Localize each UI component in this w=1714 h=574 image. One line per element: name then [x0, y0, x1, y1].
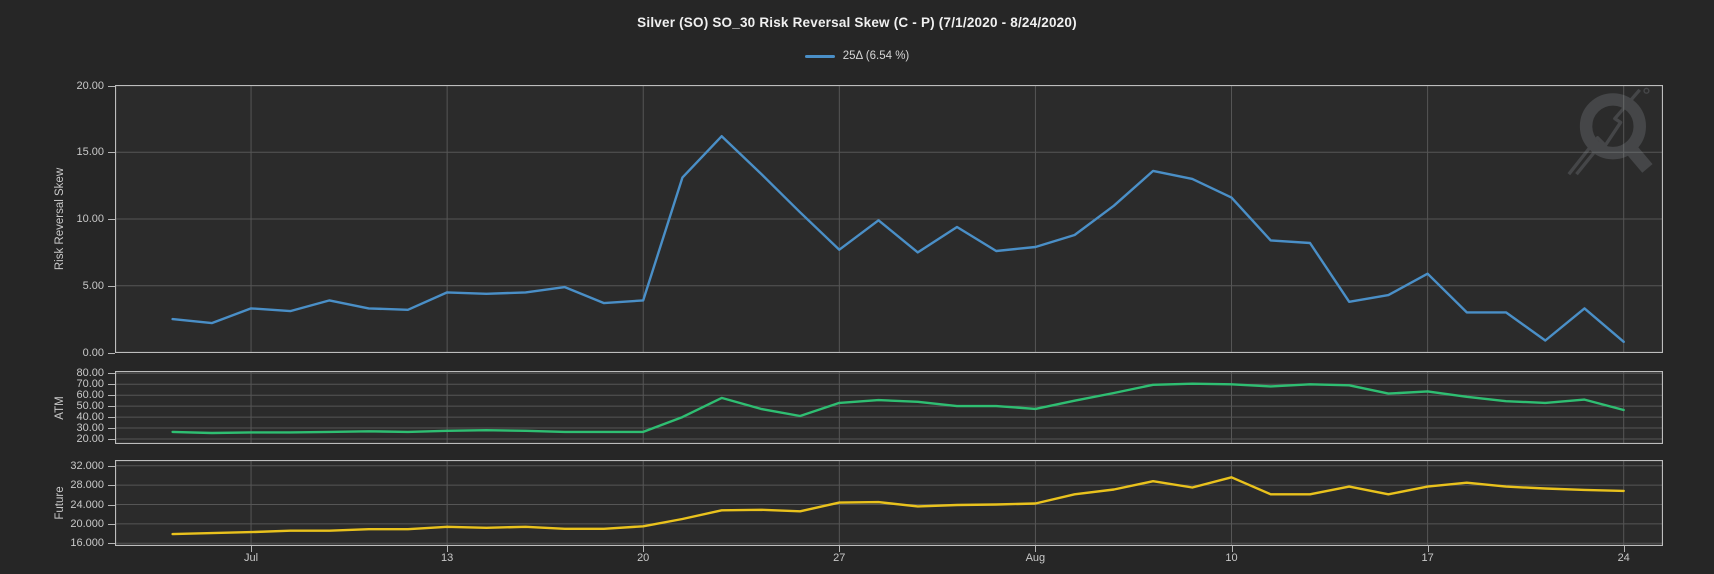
y-tick-mark [108, 543, 115, 545]
series-line-future [171, 476, 1625, 536]
y-tick-label: 20.00 [76, 433, 104, 445]
chart-title: Silver (SO) SO_30 Risk Reversal Skew (C … [637, 15, 1077, 30]
panel-border [115, 85, 1663, 353]
y-tick-mark [108, 152, 115, 154]
series-line-risk-reversal-skew [171, 135, 1625, 343]
x-tick-mark [1231, 546, 1233, 552]
y-tick-label: 28.000 [70, 479, 104, 492]
y-tick-mark [108, 219, 115, 220]
x-tick-label: 24 [1617, 552, 1630, 564]
legend-item-25-delta[interactable]: 25Δ (6.54 %) [804, 50, 910, 62]
x-tick-label: 20 [637, 552, 650, 564]
y-tick-label: 60.00 [76, 389, 104, 402]
x-tick-mark [447, 546, 449, 552]
quikstrike-logo [1563, 86, 1659, 178]
y-tick-label: 10.00 [76, 213, 104, 225]
x-tick-mark [1035, 546, 1037, 552]
y-tick-label: 32.000 [70, 459, 104, 472]
legend: 25Δ (6.54 %) [0, 50, 1714, 62]
legend-label: 25Δ (6.54 %) [842, 50, 910, 62]
y-tick-mark [108, 384, 115, 386]
y-tick-mark [108, 523, 115, 525]
y-tick-mark [108, 465, 115, 467]
x-tick-label: Jul [243, 552, 259, 564]
y-tick-mark [108, 417, 115, 419]
x-tick-label: Aug [1025, 552, 1046, 564]
x-tick-mark [643, 546, 645, 552]
y-tick-label: 20.00 [76, 79, 104, 92]
panel-risk-reversal-skew [115, 85, 1663, 353]
x-tick-mark [1427, 546, 1429, 552]
x-tick-label: 17 [1421, 552, 1434, 564]
y-axis-label-atm: ATM [54, 395, 66, 420]
x-tick-mark [1623, 546, 1625, 552]
y-tick-mark [108, 406, 115, 408]
plot-area [115, 371, 1663, 444]
y-tick-label: 30.00 [76, 422, 104, 435]
series-line-atm [171, 382, 1625, 435]
y-tick-label: 70.00 [76, 378, 104, 391]
x-tick-label: 13 [440, 552, 454, 564]
y-axis-label-risk-reversal-skew: Risk Reversal Skew [54, 167, 66, 271]
y-tick-label: 15.00 [76, 146, 104, 159]
y-tick-label: 16.000 [70, 537, 104, 550]
y-axis-label-future: Future [54, 486, 66, 520]
y-tick-mark [108, 373, 115, 375]
y-tick-label: 20.000 [70, 517, 104, 530]
x-tick-mark [251, 546, 252, 552]
y-tick-mark [108, 85, 115, 87]
panel-future [115, 460, 1663, 546]
y-tick-mark [108, 352, 115, 354]
x-tick-label: 10 [1225, 552, 1238, 564]
x-tick-label: 27 [833, 552, 846, 564]
y-tick-label: 40.00 [76, 411, 104, 424]
y-tick-mark [108, 485, 115, 487]
y-tick-label: 5.00 [82, 279, 104, 292]
y-tick-mark [108, 285, 115, 287]
y-tick-mark [108, 504, 115, 506]
y-tick-mark [108, 395, 115, 397]
panel-border [115, 460, 1663, 546]
panel-atm [115, 371, 1663, 444]
y-tick-label: 0.00 [82, 346, 104, 359]
plot-area [115, 85, 1663, 353]
y-tick-mark [108, 428, 115, 430]
plot-area [115, 460, 1663, 546]
x-tick-mark [839, 546, 841, 552]
y-tick-mark [108, 439, 115, 440]
y-tick-label: 24.000 [70, 498, 104, 511]
legend-line-swatch [804, 54, 835, 58]
panel-border [115, 371, 1663, 444]
y-tick-label: 80.00 [76, 367, 104, 380]
y-tick-label: 50.00 [76, 400, 104, 413]
